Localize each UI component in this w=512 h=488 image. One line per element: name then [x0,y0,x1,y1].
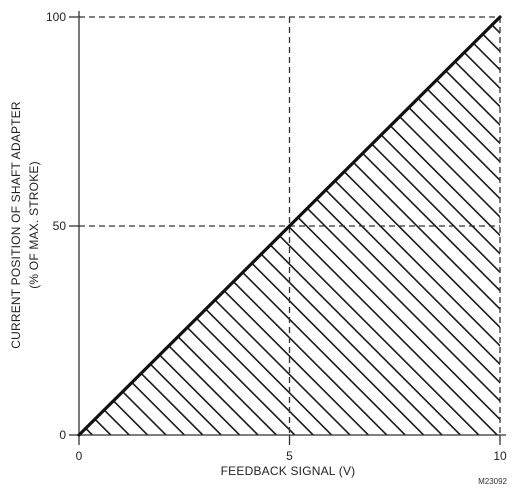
figure-code: M23092 [478,477,507,486]
hatch-line [386,17,500,435]
x-axis-label: FEEDBACK SIGNAL (V) [221,464,356,478]
hatch-line [79,17,246,435]
y-tick-label-0: 0 [59,428,66,442]
hatch-line [79,17,282,435]
x-tick-label-0: 0 [76,449,83,463]
hatch-line [79,17,227,435]
hatch-line [79,17,264,435]
y-tick-label-100: 100 [46,10,66,24]
y-axis-label-line1: CURRENT POSITION OF SHAFT ADAPTER [9,101,23,349]
y-tick-label-50: 50 [53,219,67,233]
hatch-line [423,17,500,435]
hatch-line [404,17,500,435]
hatch-line [368,17,500,435]
series-line [77,15,502,437]
y-axis-label-line2: (% OF MAX. STROKE) [27,161,41,289]
series-lines [77,15,502,437]
hatch-line [79,17,338,435]
x-tick-label-10: 10 [493,449,507,463]
x-tick-label-5: 5 [286,449,293,463]
hatch-line [79,17,172,435]
hatch-line [460,17,500,435]
axes [69,11,506,445]
